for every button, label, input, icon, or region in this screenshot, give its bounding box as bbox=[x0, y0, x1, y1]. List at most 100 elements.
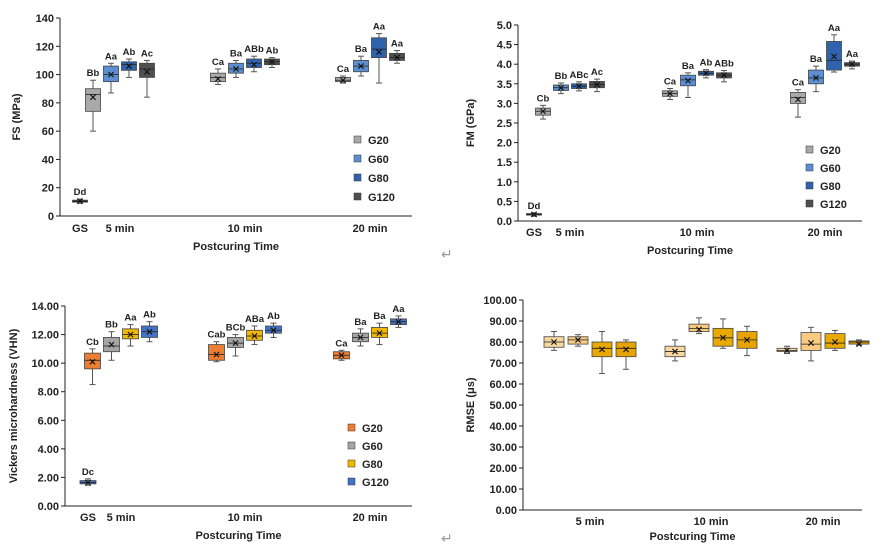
box-G20-20min: Ca bbox=[335, 64, 351, 84]
y-axis-label: FS (MPa) bbox=[11, 93, 23, 140]
y-tick-label: 80 bbox=[42, 98, 54, 110]
y-tick-label: 2.5 bbox=[497, 118, 512, 130]
box-rect bbox=[800, 332, 822, 351]
x-category-label: 10 min bbox=[694, 516, 729, 528]
legend-label: G120 bbox=[368, 192, 395, 204]
y-tick-label: 8.00 bbox=[38, 387, 59, 399]
box-G120-10min: Ab bbox=[264, 46, 280, 68]
mean-marker bbox=[531, 211, 537, 218]
x-category-label: 10 min bbox=[228, 512, 263, 524]
box-rect bbox=[824, 333, 846, 349]
significance-label: Aa bbox=[828, 23, 841, 34]
legend: G20 G60 G80 G120 bbox=[353, 135, 395, 204]
y-tick-label: 0.00 bbox=[38, 501, 59, 513]
legend-swatch bbox=[347, 459, 356, 468]
mean-marker bbox=[270, 327, 277, 334]
y-tick-label: 40 bbox=[42, 154, 54, 166]
significance-label: Ab bbox=[700, 58, 713, 69]
box-G20-20min bbox=[776, 345, 798, 355]
mean-marker bbox=[376, 48, 382, 55]
significance-label: Ca bbox=[212, 57, 225, 68]
mean-marker bbox=[127, 331, 134, 338]
box-G120-20min: Aa bbox=[390, 304, 407, 328]
box-G60-10min: BCb bbox=[226, 323, 246, 357]
y-tick-label: 20 bbox=[42, 183, 54, 195]
legend-label: G120 bbox=[820, 199, 847, 211]
mean-marker bbox=[623, 346, 629, 353]
box-G60-5min bbox=[567, 334, 589, 347]
box-G20-10min bbox=[664, 339, 686, 362]
box-G80-5min: Aa bbox=[122, 313, 139, 347]
box-G120-20min: Aa bbox=[844, 49, 860, 70]
box-G120-20min bbox=[848, 339, 870, 348]
x-category-label: 10 min bbox=[680, 227, 715, 239]
significance-label: BCb bbox=[226, 323, 246, 334]
box-G20-5min bbox=[543, 331, 565, 351]
mean-marker bbox=[108, 341, 115, 348]
box-G80-20min: Aa bbox=[826, 23, 842, 73]
mean-marker bbox=[146, 328, 153, 335]
chart-panel-top-left: 0 20 40 60 80 100 120 140 FS (MPa) GS 5 min 10 min 2… bbox=[11, 13, 412, 253]
mean-marker bbox=[85, 479, 91, 486]
y-tick-label: 50.00 bbox=[489, 400, 517, 412]
box-rect bbox=[208, 344, 225, 361]
mean-marker bbox=[720, 334, 726, 341]
significance-label: Ac bbox=[591, 67, 603, 78]
box-G80-20min bbox=[824, 329, 846, 351]
legend-swatch bbox=[805, 199, 814, 208]
y-tick-label: 2.00 bbox=[38, 472, 59, 484]
box-G20-10min: Cab bbox=[208, 330, 226, 363]
y-tick-label: 14.00 bbox=[31, 301, 59, 313]
y-tick-label: 10.00 bbox=[31, 358, 59, 370]
significance-label: Ab bbox=[266, 46, 279, 57]
box-G60-5min: Bb bbox=[553, 71, 569, 95]
box-G20-20min: Ca bbox=[333, 338, 350, 361]
mean-marker bbox=[358, 63, 364, 70]
legend-label: G80 bbox=[368, 173, 389, 185]
mean-marker bbox=[721, 72, 727, 79]
mean-marker bbox=[108, 71, 114, 78]
legend-swatch bbox=[805, 163, 814, 172]
significance-label: Aa bbox=[846, 49, 859, 60]
significance-label: Bb bbox=[105, 320, 118, 331]
box-G60-20min bbox=[800, 326, 822, 362]
x-category-label: 5 min bbox=[107, 512, 136, 524]
y-tick-label: 0.00 bbox=[496, 505, 517, 517]
mean-marker bbox=[357, 334, 364, 341]
y-tick-label: 2.0 bbox=[497, 138, 512, 150]
mean-marker bbox=[340, 77, 346, 84]
y-tick-label: 5.0 bbox=[497, 20, 512, 32]
legend: G20 G60 G80 G120 bbox=[347, 423, 389, 489]
x-category-label: 20 min bbox=[808, 227, 843, 239]
y-tick-label: 4.5 bbox=[497, 40, 512, 52]
y-tick-label: 0.0 bbox=[497, 216, 512, 228]
mean-marker bbox=[832, 339, 838, 345]
significance-label: Ba bbox=[682, 61, 695, 72]
legend-label: G60 bbox=[362, 441, 383, 453]
legend-label: G60 bbox=[368, 154, 389, 166]
legend-label: G120 bbox=[362, 477, 389, 489]
significance-label: Cb bbox=[537, 93, 550, 104]
x-axis-title: Postcuring Time bbox=[647, 245, 733, 257]
significance-label: Ab bbox=[267, 311, 280, 322]
y-tick-label: 12.00 bbox=[31, 330, 59, 342]
significance-label: ABb bbox=[714, 58, 734, 69]
box-G60-10min: Ba bbox=[228, 48, 244, 78]
mean-marker bbox=[251, 61, 257, 68]
x-category-label: 20 min bbox=[806, 516, 841, 528]
x-category-label: 5 min bbox=[556, 227, 585, 239]
chart-panel-top-right: 0.0 0.5 1.0 1.5 2.0 2.5 3.0 3.5 4.0 4.5 5.0 FM (GPa… bbox=[465, 20, 862, 257]
box-rect bbox=[808, 69, 824, 85]
mean-marker bbox=[808, 340, 814, 347]
box-G60-10min: Ba bbox=[680, 61, 696, 99]
box-G120-5min: Ac bbox=[139, 48, 155, 98]
mean-marker bbox=[394, 54, 400, 61]
mean-marker bbox=[558, 84, 564, 91]
legend-label: G80 bbox=[820, 181, 841, 193]
x-category-label: GS bbox=[80, 512, 96, 524]
y-tick-label: 3.5 bbox=[497, 79, 512, 91]
mean-marker bbox=[744, 336, 750, 343]
significance-label: ABa bbox=[245, 314, 265, 325]
significance-label: Ba bbox=[810, 54, 823, 65]
y-tick-label: 4.0 bbox=[497, 59, 512, 71]
